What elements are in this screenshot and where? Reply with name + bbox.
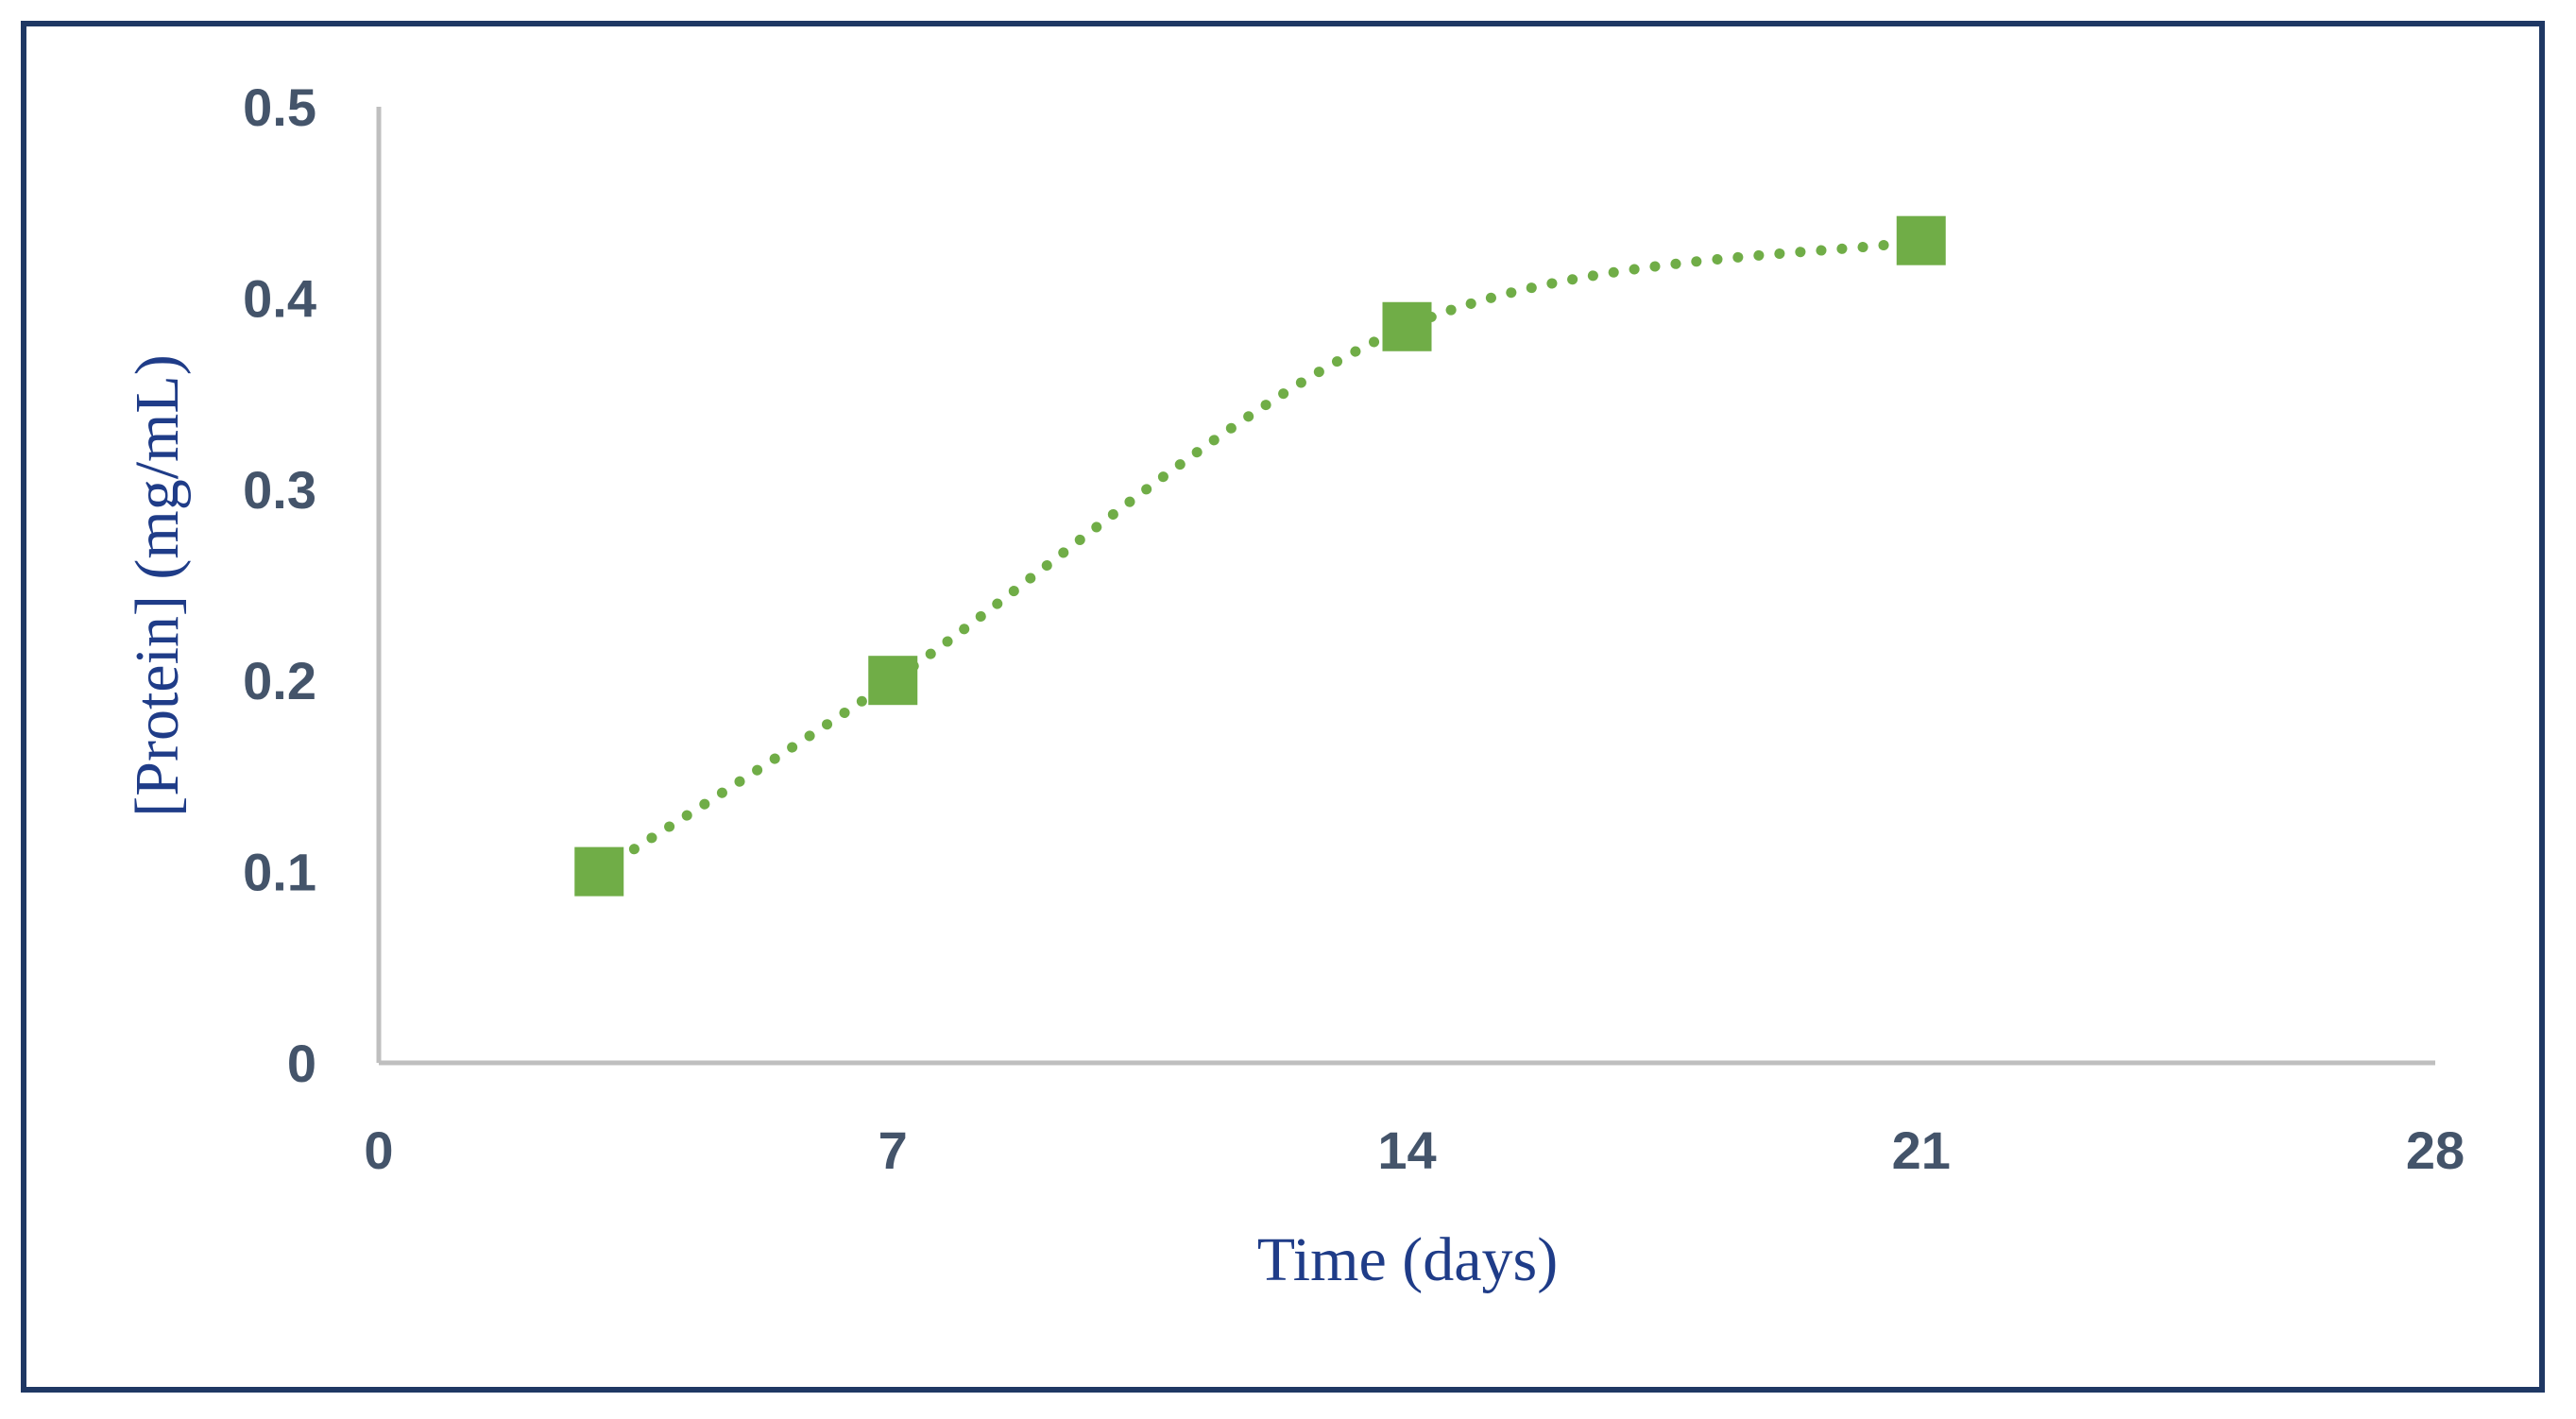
y-tick-label: 0.5: [243, 77, 316, 137]
chart-frame: [21, 21, 2545, 1393]
data-point-marker: [868, 656, 918, 706]
data-point-marker: [574, 846, 624, 897]
y-tick-label: 0.4: [243, 268, 316, 328]
y-axis-title: [Protein] (mg/mL): [123, 354, 192, 816]
x-tick-label: 28: [2406, 1120, 2465, 1180]
axes: [376, 107, 2435, 1066]
series-line: [593, 235, 1927, 878]
x-tick-label: 14: [1377, 1120, 1436, 1180]
y-tick-label: 0.2: [243, 651, 316, 710]
y-tick-labels: 0 0.1 0.2 0.3 0.4 0.5: [243, 77, 316, 1093]
x-tick-label: 21: [1892, 1120, 1951, 1180]
x-tick-label: 7: [879, 1120, 908, 1180]
y-tick-label: 0: [287, 1034, 316, 1093]
data-point-marker: [1382, 301, 1432, 351]
y-tick-label: 0.1: [243, 843, 316, 902]
x-axis-title: Time (days): [1257, 1225, 1558, 1294]
y-tick-label: 0.3: [243, 460, 316, 520]
x-tick-label: 0: [364, 1120, 393, 1180]
series-layer: [574, 215, 1946, 897]
x-tick-labels: 0 7 14 21 28: [364, 1120, 2465, 1180]
data-point-marker: [1896, 215, 1946, 265]
